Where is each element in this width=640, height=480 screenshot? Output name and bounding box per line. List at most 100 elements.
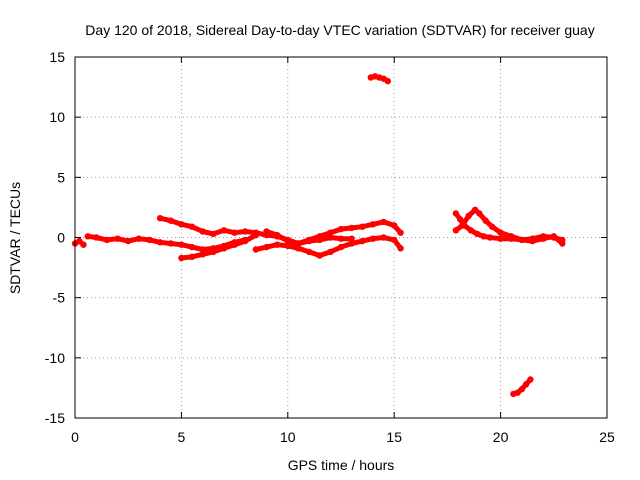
data-point — [263, 228, 270, 235]
data-point — [76, 237, 83, 245]
data-point — [327, 248, 334, 256]
data-point — [476, 210, 483, 217]
data-point — [348, 240, 355, 247]
data-point — [459, 222, 466, 229]
data-point — [480, 233, 487, 240]
y-axis-label: SDTVAR / TECUs — [7, 182, 23, 294]
data-point — [327, 229, 334, 236]
x-tick-label: 15 — [386, 429, 402, 445]
data-point — [337, 225, 345, 233]
data-point — [84, 233, 92, 240]
data-point — [305, 248, 313, 256]
data-point — [93, 234, 100, 241]
data-point — [199, 251, 206, 258]
data-point — [316, 233, 323, 240]
x-tick-label: 5 — [178, 429, 186, 445]
y-tick-label: 0 — [57, 230, 65, 246]
y-tick-label: -10 — [45, 350, 65, 366]
series-group — [71, 73, 566, 398]
data-point — [295, 245, 302, 252]
data-point — [471, 206, 479, 213]
ticks — [74, 56, 608, 419]
data-point — [522, 381, 530, 388]
data-point — [337, 243, 345, 251]
data-point — [497, 235, 504, 242]
data-point — [274, 241, 281, 248]
x-tick-label: 25 — [599, 429, 615, 445]
data-point — [508, 233, 515, 240]
data-point — [178, 241, 185, 248]
data-point — [369, 235, 377, 242]
data-point — [231, 241, 238, 248]
data-point — [397, 245, 404, 252]
data-point — [274, 231, 281, 239]
data-point — [452, 210, 460, 217]
data-point — [188, 223, 196, 230]
data-point — [391, 222, 398, 229]
data-point — [518, 385, 526, 393]
data-point — [359, 237, 366, 245]
data-point — [482, 217, 489, 224]
data-point — [465, 212, 472, 219]
data-point — [167, 217, 174, 224]
data-point — [199, 228, 206, 235]
data-point — [146, 236, 153, 244]
data-point — [380, 234, 387, 241]
data-point — [242, 237, 249, 245]
data-point — [284, 237, 291, 245]
x-axis-label: GPS time / hours — [288, 457, 395, 473]
data-point — [188, 253, 196, 260]
y-tick-label: -5 — [53, 290, 66, 306]
data-point — [550, 233, 557, 240]
data-point — [527, 376, 534, 383]
data-point — [220, 227, 228, 234]
data-point — [540, 235, 547, 242]
data-point — [316, 252, 323, 259]
data-point — [178, 221, 185, 228]
data-point — [295, 240, 302, 247]
data-point — [327, 234, 334, 241]
data-point — [380, 218, 387, 226]
data-point — [284, 242, 291, 250]
data-point — [305, 236, 313, 244]
data-point — [391, 236, 398, 244]
x-tick-label: 20 — [493, 429, 509, 445]
data-point — [167, 240, 174, 247]
data-point — [103, 236, 111, 244]
x-tick-label: 10 — [280, 429, 296, 445]
data-point — [369, 221, 377, 228]
data-point — [156, 215, 164, 222]
data-point — [497, 229, 504, 236]
series-arc-2 — [85, 233, 248, 252]
data-point — [210, 230, 217, 238]
data-point — [348, 235, 355, 242]
data-point — [135, 235, 142, 242]
data-point — [452, 227, 460, 234]
data-point — [518, 236, 526, 244]
y-tick-labels: -15 -10 -5 0 5 10 15 — [45, 49, 65, 426]
data-point — [348, 224, 355, 232]
data-point — [252, 231, 260, 239]
data-point — [242, 228, 249, 235]
data-point — [210, 248, 217, 256]
data-point — [384, 77, 391, 85]
data-point — [220, 245, 228, 252]
data-point — [156, 239, 164, 246]
data-point — [397, 229, 404, 236]
data-point — [488, 223, 496, 230]
data-point — [188, 243, 196, 251]
y-tick-label: 10 — [49, 109, 65, 125]
data-point — [263, 243, 270, 251]
data-point — [486, 234, 494, 241]
data-point — [337, 235, 345, 242]
x-tick-label: 0 — [71, 429, 79, 445]
data-point — [231, 229, 238, 236]
data-point — [529, 237, 536, 245]
chart-title: Day 120 of 2018, Sidereal Day-to-day VTE… — [85, 22, 594, 38]
data-point — [80, 241, 87, 248]
data-point — [474, 230, 481, 238]
data-point — [114, 235, 121, 242]
data-point — [559, 240, 566, 247]
data-point — [467, 227, 474, 234]
